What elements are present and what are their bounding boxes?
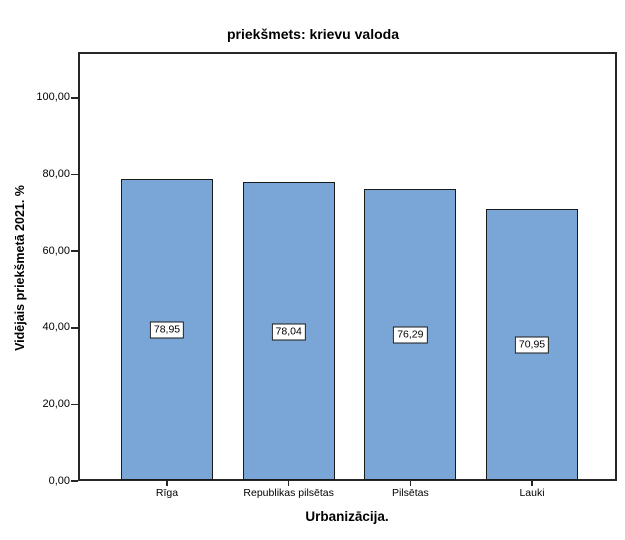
x-axis-tick	[409, 481, 412, 486]
x-axis-title: Urbanizācija.	[305, 509, 389, 524]
y-axis-tick-label: 60,00	[42, 244, 70, 257]
bar-value-label: 76,29	[393, 326, 428, 344]
bar-value-label: 78,95	[149, 321, 185, 339]
bar-value-label: 78,04	[271, 323, 306, 341]
x-axis-tick	[287, 481, 290, 486]
y-axis-tick-label: 20,00	[42, 397, 70, 410]
x-axis-tick-label: Pilsētas	[391, 487, 429, 499]
y-axis-tick-label: 0,00	[48, 474, 70, 487]
y-axis-tick	[71, 480, 78, 482]
bar-value-label: 70,95	[514, 336, 550, 354]
y-axis-tick	[71, 327, 78, 329]
y-axis-tick-label: 40,00	[42, 321, 70, 334]
y-axis-tick	[71, 250, 78, 252]
x-axis-tick-label: Rīga	[155, 487, 179, 499]
y-axis-tick	[71, 173, 78, 176]
x-axis-tick-label: Republikas pilsētas	[243, 487, 334, 499]
y-axis-tick	[71, 403, 78, 406]
x-axis-tick-label: Lauki	[519, 487, 545, 499]
y-axis-tick-label: 100,00	[36, 91, 70, 104]
y-axis-tick	[71, 97, 78, 99]
y-axis-tick-label: 80,00	[42, 168, 70, 181]
x-axis-tick	[166, 481, 168, 486]
chart-title: priekšmets: krievu valoda	[227, 26, 399, 42]
x-axis-tick	[531, 481, 533, 486]
